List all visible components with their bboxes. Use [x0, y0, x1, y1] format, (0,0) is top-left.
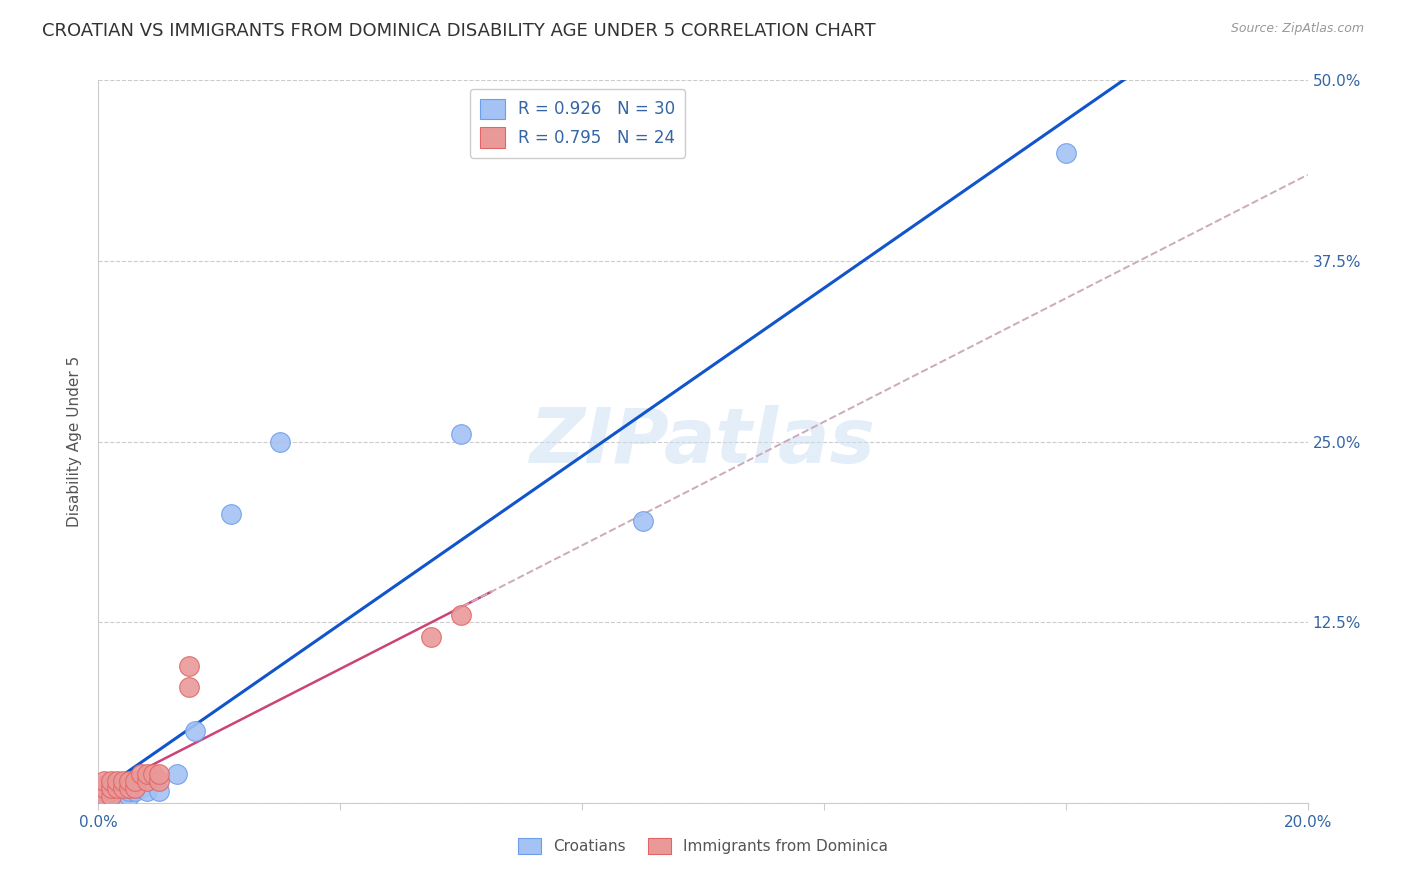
- Point: [179, 680, 201, 694]
- Point: [148, 774, 170, 789]
- Point: [100, 779, 122, 793]
- Point: [135, 774, 157, 789]
- Point: [111, 784, 134, 798]
- Point: [118, 781, 141, 796]
- Point: [118, 789, 141, 803]
- Point: [148, 767, 170, 781]
- Point: [179, 658, 201, 673]
- Point: [105, 781, 128, 796]
- Point: [93, 781, 115, 796]
- Point: [111, 781, 134, 796]
- Point: [420, 630, 443, 644]
- Text: ZIPatlas: ZIPatlas: [530, 405, 876, 478]
- Point: [269, 434, 291, 449]
- Text: CROATIAN VS IMMIGRANTS FROM DOMINICA DISABILITY AGE UNDER 5 CORRELATION CHART: CROATIAN VS IMMIGRANTS FROM DOMINICA DIS…: [42, 22, 876, 40]
- Point: [148, 784, 170, 798]
- Point: [124, 781, 146, 796]
- Point: [118, 774, 141, 789]
- Point: [221, 507, 243, 521]
- Point: [111, 781, 134, 796]
- Point: [100, 781, 122, 796]
- Point: [166, 767, 188, 781]
- Point: [142, 767, 165, 781]
- Point: [129, 767, 152, 781]
- Point: [100, 789, 122, 803]
- Point: [111, 774, 134, 789]
- Point: [93, 789, 115, 803]
- Point: [93, 779, 115, 793]
- Point: [100, 789, 122, 803]
- Point: [100, 784, 122, 798]
- Point: [135, 784, 157, 798]
- Point: [105, 784, 128, 798]
- Point: [105, 789, 128, 803]
- Point: [124, 774, 146, 789]
- Point: [93, 789, 115, 803]
- Legend: Croatians, Immigrants from Dominica: Croatians, Immigrants from Dominica: [512, 832, 894, 860]
- Text: Source: ZipAtlas.com: Source: ZipAtlas.com: [1230, 22, 1364, 36]
- Point: [105, 774, 128, 789]
- Point: [118, 784, 141, 798]
- Point: [105, 781, 128, 796]
- Point: [1054, 145, 1077, 160]
- Point: [118, 781, 141, 796]
- Point: [129, 781, 152, 796]
- Point: [93, 781, 115, 796]
- Point: [124, 784, 146, 798]
- Point: [450, 427, 472, 442]
- Point: [184, 723, 207, 738]
- Point: [100, 774, 122, 789]
- Point: [100, 781, 122, 796]
- Point: [93, 774, 115, 789]
- Point: [631, 514, 654, 528]
- Y-axis label: Disability Age Under 5: Disability Age Under 5: [67, 356, 83, 527]
- Point: [450, 607, 472, 622]
- Point: [93, 784, 115, 798]
- Point: [111, 789, 134, 803]
- Point: [135, 767, 157, 781]
- Point: [124, 781, 146, 796]
- Point: [105, 779, 128, 793]
